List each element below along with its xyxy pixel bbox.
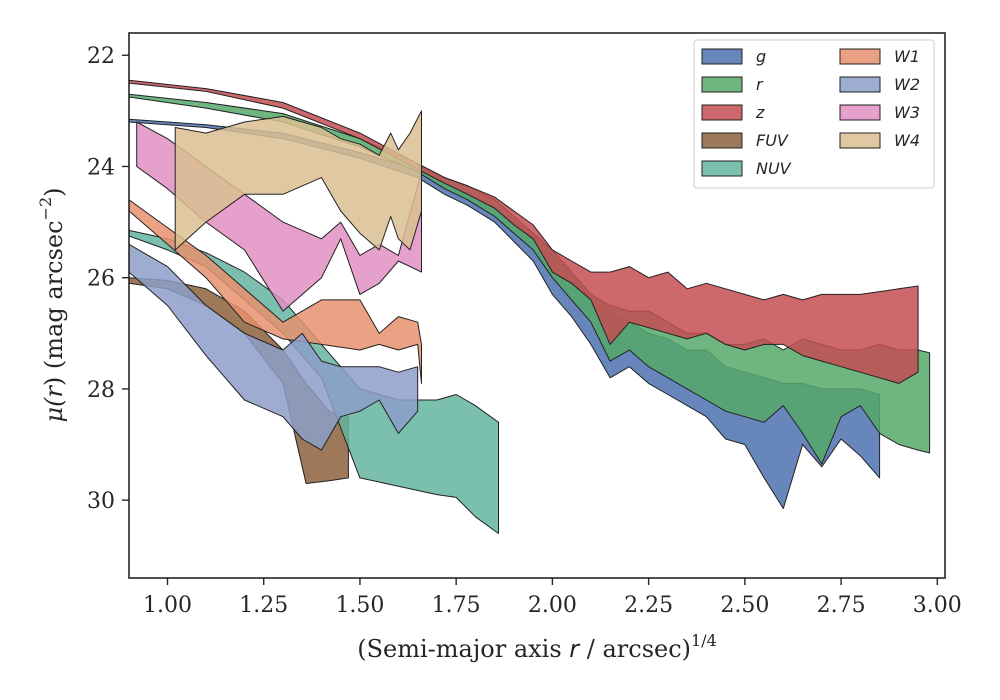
legend-label-w2: W2 [894, 75, 920, 94]
legend-label-w1: W1 [894, 47, 920, 66]
x-tick-label: 3.00 [913, 593, 962, 618]
legend-label-g: g [756, 47, 766, 66]
legend-swatch-r [701, 76, 743, 93]
y-tick-label: 26 [87, 267, 115, 292]
legend-label-z: z [755, 103, 765, 122]
tick-layer: 1.00 1.25 1.50 1.75 2.00 2.25 2.50 2.75 3.00 22 24… [87, 44, 962, 618]
series-band-z [129, 79, 919, 384]
plot-frame [128, 32, 946, 579]
x-tick-label: 2.00 [528, 593, 577, 618]
legend-swatch-nuv [701, 160, 743, 177]
legend-label-w3: W3 [894, 103, 920, 122]
legend-swatch-w3 [839, 104, 881, 121]
x-axis-label: (Semi-major axis r / arcsec)1/4 [357, 631, 717, 663]
y-tick-label: 22 [87, 44, 115, 69]
x-tick-label: 2.75 [817, 593, 866, 618]
series-band-w1 [129, 199, 422, 384]
legend-swatch-fuv [701, 132, 743, 149]
legend-label-nuv: NUV [756, 159, 792, 178]
legend-swatch-w2 [839, 76, 881, 93]
y-tick-label: 28 [87, 378, 115, 403]
y-axis-label: μ(r) (mag arcsec−2) [36, 187, 68, 422]
series-layer [129, 79, 931, 534]
y-tick-label: 30 [87, 489, 115, 514]
legend-swatch-g [701, 48, 743, 65]
x-tick-label: 1.50 [335, 593, 384, 618]
legend-swatch-z [701, 104, 743, 121]
legend-label-r: r [756, 75, 764, 94]
legend-swatch-w1 [839, 48, 881, 65]
y-tick-label: 24 [87, 155, 115, 180]
x-tick-label: 2.25 [624, 593, 673, 618]
series-band-w4 [174, 110, 422, 251]
x-tick-label: 1.25 [239, 593, 288, 618]
legend-label-w4: W4 [894, 131, 920, 150]
legend: grz FUV NUV W1 W2 W3 W4 [693, 39, 935, 189]
x-tick-label: 1.75 [432, 593, 481, 618]
legend-label-fuv: FUV [756, 131, 789, 150]
legend-swatch-w4 [839, 132, 881, 149]
x-tick-label: 2.50 [720, 593, 769, 618]
series-band-w2 [129, 243, 419, 451]
x-tick-label: 1.00 [143, 593, 192, 618]
